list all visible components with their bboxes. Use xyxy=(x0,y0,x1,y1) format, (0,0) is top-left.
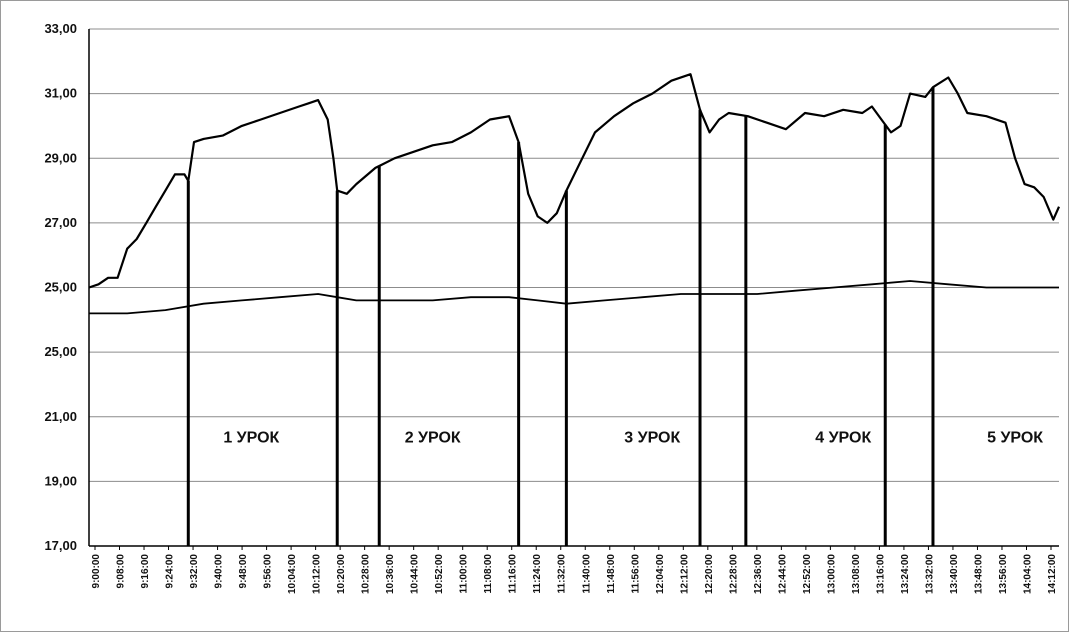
lesson-label: 1 УРОК xyxy=(223,430,279,447)
lesson-label: 5 УРОК xyxy=(987,430,1043,447)
x-tick-label: 9:16:00 xyxy=(140,554,151,589)
x-tick-label: 11:08:00 xyxy=(483,554,494,594)
x-tick-label: 13:00:00 xyxy=(826,554,837,594)
x-tick-label: 11:24:00 xyxy=(532,554,543,594)
x-tick-label: 13:56:00 xyxy=(998,554,1009,594)
x-tick-label: 11:32:00 xyxy=(557,554,568,594)
x-tick-label: 12:52:00 xyxy=(802,554,813,594)
y-tick-label: 21,00 xyxy=(44,409,77,424)
x-tick-label: 12:36:00 xyxy=(753,554,764,594)
x-tick-label: 12:12:00 xyxy=(679,554,690,594)
x-tick-label: 9:32:00 xyxy=(189,554,200,589)
x-tick-label: 14:12:00 xyxy=(1047,554,1058,594)
x-tick-label: 13:08:00 xyxy=(851,554,862,594)
x-tick-label: 11:16:00 xyxy=(508,554,519,594)
x-tick-label: 10:36:00 xyxy=(385,554,396,594)
series-line-1 xyxy=(88,73,1061,289)
x-tick-label: 9:08:00 xyxy=(116,554,127,589)
lesson-label: 4 УРОК xyxy=(815,430,871,447)
y-tick-label: 33,00 xyxy=(44,21,77,36)
x-tick-label: 11:56:00 xyxy=(630,554,641,594)
x-tick-label: 12:44:00 xyxy=(777,554,788,594)
series-line-2 xyxy=(89,280,1059,315)
x-tick-label: 9:56:00 xyxy=(263,554,274,589)
x-tick-label: 13:32:00 xyxy=(924,554,935,594)
x-tick-label: 12:04:00 xyxy=(655,554,666,594)
y-tick-label: 25,00 xyxy=(44,280,77,295)
x-tick-label: 10:52:00 xyxy=(434,554,445,594)
y-tick-label: 25,00 xyxy=(44,344,77,359)
x-tick-label: 10:12:00 xyxy=(312,554,323,594)
x-tick-label: 10:28:00 xyxy=(361,554,372,594)
x-tick-label: 10:44:00 xyxy=(410,554,421,594)
x-tick-label: 9:48:00 xyxy=(238,554,249,589)
x-tick-label: 9:24:00 xyxy=(165,554,176,589)
x-tick-label: 12:20:00 xyxy=(704,554,715,594)
x-tick-label: 13:48:00 xyxy=(973,554,984,594)
x-tick-label: 13:16:00 xyxy=(875,554,886,594)
y-tick-label: 29,00 xyxy=(44,150,77,165)
x-tick-label: 9:00:00 xyxy=(91,554,102,589)
x-tick-label: 10:20:00 xyxy=(336,554,347,594)
x-tick-label: 12:28:00 xyxy=(728,554,739,594)
x-tick-label: 11:00:00 xyxy=(459,554,470,594)
x-tick-label: 14:04:00 xyxy=(1022,554,1033,594)
x-tick-label: 11:40:00 xyxy=(581,554,592,594)
y-tick-label: 19,00 xyxy=(44,473,77,488)
y-tick-label: 27,00 xyxy=(44,215,77,230)
y-tick-label: 17,00 xyxy=(44,538,77,553)
x-tick-label: 11:48:00 xyxy=(606,554,617,594)
x-tick-label: 10:04:00 xyxy=(287,554,298,594)
x-tick-label: 9:40:00 xyxy=(214,554,225,589)
x-tick-label: 13:40:00 xyxy=(949,554,960,594)
lesson-label: 2 УРОК xyxy=(405,430,461,447)
x-tick-label: 13:24:00 xyxy=(900,554,911,594)
y-tick-label: 31,00 xyxy=(44,86,77,101)
lesson-label: 3 УРОК xyxy=(624,430,680,447)
